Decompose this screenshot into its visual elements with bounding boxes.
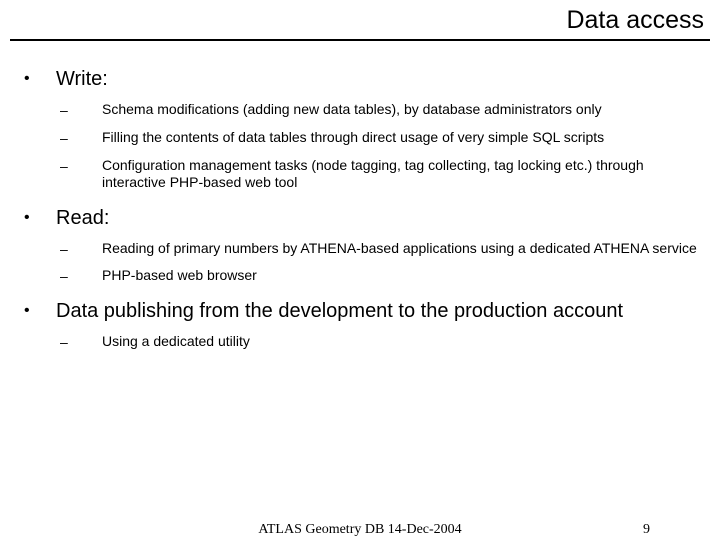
sub-item: – Schema modifications (adding new data … <box>14 101 706 119</box>
sub-item-text: Reading of primary numbers by ATHENA-bas… <box>102 240 703 258</box>
sub-item-text: PHP-based web browser <box>102 267 263 285</box>
sub-item: – Filling the contents of data tables th… <box>14 129 706 147</box>
slide-title: Data access <box>16 6 704 35</box>
bullet-icon: • <box>14 67 56 87</box>
dash-icon: – <box>14 101 102 119</box>
bullet-icon: • <box>14 299 56 319</box>
dash-icon: – <box>14 333 102 351</box>
section-row: • Data publishing from the development t… <box>14 299 706 323</box>
title-area: Data access <box>0 0 720 39</box>
section-label: Read: <box>56 206 109 230</box>
section-row: • Write: <box>14 67 706 91</box>
sub-item: – Configuration management tasks (node t… <box>14 157 706 192</box>
dash-icon: – <box>14 157 102 175</box>
section-row: • Read: <box>14 206 706 230</box>
page-number: 9 <box>643 522 650 538</box>
sub-item: – Reading of primary numbers by ATHENA-b… <box>14 240 706 258</box>
sub-item-text: Configuration management tasks (node tag… <box>102 157 706 192</box>
content-area: • Write: – Schema modifications (adding … <box>0 41 720 351</box>
section-label: Data publishing from the development to … <box>56 299 623 323</box>
sub-item-text: Schema modifications (adding new data ta… <box>102 101 608 119</box>
section-label: Write: <box>56 67 108 91</box>
dash-icon: – <box>14 240 102 258</box>
footer-center-text: ATLAS Geometry DB 14-Dec-2004 <box>258 522 461 538</box>
sub-item-text: Using a dedicated utility <box>102 333 256 351</box>
sub-item-text: Filling the contents of data tables thro… <box>102 129 610 147</box>
dash-icon: – <box>14 267 102 285</box>
sub-item: – PHP-based web browser <box>14 267 706 285</box>
sub-item: – Using a dedicated utility <box>14 333 706 351</box>
dash-icon: – <box>14 129 102 147</box>
bullet-icon: • <box>14 206 56 226</box>
